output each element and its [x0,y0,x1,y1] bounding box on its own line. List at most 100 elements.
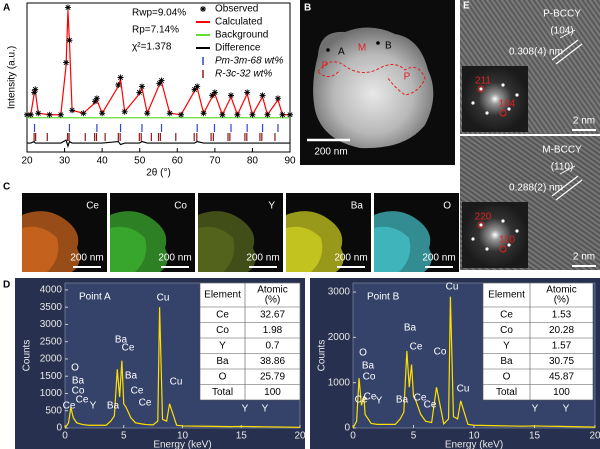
table-cell: O [219,371,227,382]
table-header: Atomic [546,285,577,296]
map-signal [286,226,323,272]
x-axis-label: Energy (keV) [445,440,503,449]
y-tick-label: 3500 [40,302,63,313]
plane-label: (104) [550,26,573,37]
peak-label: Y [532,404,539,415]
fft-spot [479,87,483,91]
y-tick-label: 3000 [40,319,63,330]
peak-label: Cu [157,293,170,304]
observed-point [24,111,30,118]
table-cell: 32.67 [260,309,285,320]
peak-label: Cu [457,384,470,395]
peak-label: O [71,363,79,374]
fft-ring [499,109,507,117]
observed-point [234,111,241,118]
peak-label: Ce [410,342,423,353]
observed-point [249,111,256,118]
fft-spot-label: 220 [475,212,492,223]
peak-label: Ba [107,401,120,412]
peak-label: Ba [362,361,375,372]
scale-bar-label: 2 nm [573,252,595,263]
region-boundary [317,61,426,96]
region-label: P [322,61,329,72]
observed-point [32,86,39,93]
peak-label: Y [242,404,249,415]
plane-label: (110) [551,162,574,173]
peak-label: Cu [170,377,183,388]
fft-spot [507,107,511,111]
table-cell: 45.87 [549,371,574,382]
series-line [27,10,290,117]
observed-point [117,74,124,81]
x-tick-label: 30 [59,156,71,167]
y-tick-label: 1000 [328,377,351,388]
peak-label: Ba [404,323,417,334]
phase-label: P-BCCY [543,9,581,20]
observed-point [228,92,235,99]
table-cell: 30.75 [549,356,574,367]
y-tick-label: 2500 [40,336,63,347]
fft-spot [485,247,489,251]
map-signal [110,226,147,272]
x-tick-label: 15 [529,431,541,442]
panel-label: C [3,182,10,193]
table-header: Atomic [257,285,288,296]
x-tick-label: 50 [134,156,146,167]
y-tick-label: 0 [344,423,350,434]
x-tick-label: 20 [294,431,306,442]
table-cell: 100 [553,387,570,398]
observed-point [93,95,100,102]
observed-point [136,89,143,96]
table-cell: Y [503,340,510,351]
table-cell: Total [212,387,233,398]
observed-point [211,89,218,96]
fft-spot-label: 110 [499,235,515,246]
peak-label: Co [434,347,447,358]
peak-label: Co [72,386,85,397]
x-axis-label: Energy (keV) [153,440,211,449]
fft-spot [485,111,489,115]
fft-ring [499,245,507,253]
observed-point [274,95,281,102]
region-label: M [358,43,366,54]
fit-statistic: Rp=7.14% [132,25,179,36]
x-tick-label: 40 [97,156,109,167]
observed-point [219,111,226,118]
legend-label: Calculated [215,17,262,28]
lattice-marker [551,39,579,61]
point-label: B [385,41,392,52]
table-cell: 1.53 [552,309,572,320]
peak-label: Y [376,396,383,407]
y-tick-label: 3000 [328,287,351,298]
y-tick-label: 500 [45,405,62,416]
x-tick-label: 20 [589,431,600,442]
observed-point [200,110,207,117]
fit-statistic: Rwp=9.04% [132,8,186,19]
fft-spot [479,223,483,227]
region-label: P [404,72,411,83]
table-cell: Co [500,325,513,336]
peak-label: Ce [139,398,152,409]
table-header: Element [204,290,241,301]
table-header: (%) [554,295,570,306]
observed-point [191,86,198,93]
scale-bar-label: 200 nm [158,253,191,264]
lattice-marker [555,179,583,201]
observed-point [99,110,106,117]
point-marker [376,41,380,45]
panel-label: A [3,3,10,14]
peak-label: Ba [115,335,128,346]
legend-marker [200,6,206,12]
lattice-marker [551,175,579,197]
legend-label: Pm-3m-68 wt% [215,56,283,67]
observed-point [166,110,173,117]
y-axis-label: Counts [317,340,328,372]
observed-point [69,107,76,114]
table-cell: 1.57 [552,340,572,351]
x-tick-label: 60 [172,156,184,167]
peak-label: Cu [446,282,459,293]
table-cell: Ba [216,356,229,367]
observed-point [194,83,201,90]
x-tick-label: 5 [411,431,417,442]
legend-label: Observed [215,4,258,15]
